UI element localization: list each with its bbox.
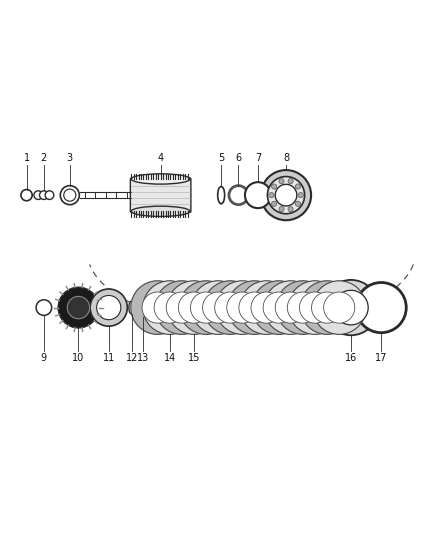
- Circle shape: [356, 282, 406, 333]
- Text: 17: 17: [375, 353, 387, 363]
- Circle shape: [275, 184, 297, 206]
- Text: 4: 4: [158, 153, 164, 163]
- Text: 5: 5: [218, 153, 224, 163]
- Circle shape: [300, 292, 331, 323]
- Circle shape: [295, 184, 300, 189]
- Text: 14: 14: [163, 353, 176, 363]
- Circle shape: [288, 281, 342, 334]
- Text: 15: 15: [188, 353, 200, 363]
- Circle shape: [263, 292, 294, 323]
- Ellipse shape: [129, 301, 134, 314]
- Circle shape: [288, 179, 293, 184]
- Text: 9: 9: [41, 353, 47, 363]
- Circle shape: [167, 281, 221, 334]
- Circle shape: [36, 300, 52, 316]
- Circle shape: [155, 281, 208, 334]
- Ellipse shape: [131, 206, 190, 216]
- Circle shape: [312, 281, 366, 334]
- Circle shape: [239, 292, 270, 323]
- Circle shape: [39, 191, 48, 199]
- Circle shape: [264, 281, 318, 334]
- Circle shape: [138, 302, 149, 313]
- Circle shape: [191, 281, 245, 334]
- Ellipse shape: [131, 174, 190, 184]
- Circle shape: [300, 281, 354, 334]
- Circle shape: [279, 206, 284, 212]
- Circle shape: [131, 281, 184, 334]
- Circle shape: [178, 292, 209, 323]
- Text: 12: 12: [125, 353, 138, 363]
- Text: 16: 16: [345, 353, 357, 363]
- Circle shape: [276, 281, 330, 334]
- Circle shape: [34, 191, 42, 199]
- Circle shape: [240, 281, 293, 334]
- Circle shape: [251, 292, 282, 323]
- Circle shape: [45, 191, 54, 199]
- Circle shape: [58, 287, 99, 328]
- Circle shape: [323, 280, 378, 335]
- Text: 7: 7: [255, 153, 261, 163]
- Text: 8: 8: [283, 153, 289, 163]
- Text: 2: 2: [41, 153, 47, 163]
- Circle shape: [143, 281, 197, 334]
- Circle shape: [252, 281, 305, 334]
- Circle shape: [311, 292, 343, 323]
- Circle shape: [227, 292, 258, 323]
- Text: 11: 11: [102, 353, 115, 363]
- Circle shape: [245, 182, 271, 208]
- Circle shape: [287, 292, 318, 323]
- Circle shape: [191, 292, 222, 323]
- Ellipse shape: [218, 187, 225, 204]
- Circle shape: [202, 292, 234, 323]
- Circle shape: [272, 201, 277, 206]
- Circle shape: [154, 292, 185, 323]
- FancyBboxPatch shape: [131, 178, 191, 212]
- Circle shape: [97, 295, 121, 320]
- Text: 13: 13: [137, 353, 149, 363]
- Circle shape: [64, 189, 76, 201]
- Circle shape: [334, 290, 368, 325]
- Circle shape: [166, 292, 198, 323]
- Circle shape: [203, 281, 257, 334]
- Circle shape: [272, 184, 277, 189]
- Circle shape: [275, 292, 306, 323]
- Circle shape: [179, 281, 233, 334]
- Circle shape: [279, 179, 284, 184]
- Circle shape: [288, 206, 293, 212]
- Circle shape: [268, 176, 304, 214]
- Circle shape: [269, 192, 274, 198]
- Circle shape: [324, 292, 355, 323]
- Circle shape: [215, 281, 269, 334]
- Circle shape: [215, 292, 246, 323]
- Circle shape: [21, 190, 32, 201]
- Text: 3: 3: [67, 153, 73, 163]
- Text: 6: 6: [235, 153, 241, 163]
- Circle shape: [298, 192, 304, 198]
- Circle shape: [90, 289, 127, 326]
- Circle shape: [67, 296, 90, 319]
- Text: 10: 10: [72, 353, 85, 363]
- Circle shape: [229, 185, 248, 205]
- Circle shape: [228, 281, 281, 334]
- Circle shape: [295, 201, 300, 206]
- Text: 1: 1: [24, 153, 30, 163]
- Circle shape: [60, 185, 79, 205]
- Circle shape: [142, 292, 173, 323]
- Circle shape: [134, 298, 153, 317]
- Circle shape: [261, 170, 311, 220]
